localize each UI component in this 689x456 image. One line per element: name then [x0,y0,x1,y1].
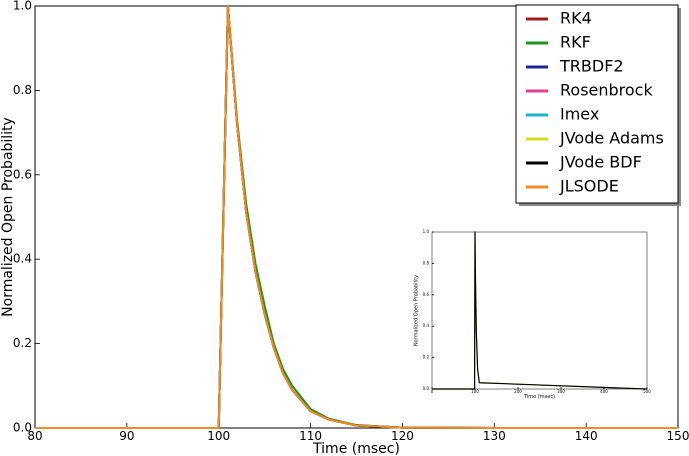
legend: RK4 RKF TRBDF2 Rosenbrock Imex JVode Adams JVo… [515,4,681,206]
x-axis-label: Time (msec) [523,394,555,400]
y-tick-label: 0.4 [423,323,430,328]
x-tick-label: 0 [431,389,434,394]
x-tick-label: 300 [557,389,565,394]
legend-label: JVode Adams [559,129,664,148]
y-tick-label: 0.6 [13,167,32,181]
y-axis-label: Normalized Open Probability [0,117,16,317]
legend-box [515,4,679,204]
y-tick-label: 0.2 [13,336,32,350]
x-tick-label: 140 [575,429,598,443]
y-tick-label: 1.0 [13,0,32,13]
legend-label: Rosenbrock [560,81,653,100]
x-tick-label: 500 [643,389,651,394]
x-tick-label: 130 [483,429,506,443]
legend-label: Imex [560,105,599,124]
y-tick-label: 0.2 [423,355,430,360]
legend-label: JLSODE [559,177,619,196]
series-line [432,231,648,390]
legend-label: RK4 [560,9,592,28]
x-tick-label: 100 [471,389,479,394]
x-axis-label: Time (msec) [312,441,400,456]
x-tick-label: 120 [391,429,414,443]
y-tick-label: 0.8 [13,83,32,97]
x-tick-label: 150 [667,429,689,443]
legend-label: RKF [560,33,591,52]
legend-label: JVode BDF [559,153,642,172]
y-tick-label: 0.4 [13,252,32,266]
y-tick-label: 1.0 [423,229,430,234]
y-tick-label: 0.0 [13,421,32,435]
x-tick-label: 400 [600,389,608,394]
plot-frame [431,231,648,390]
y-axis-label: Normalized Open Probability [414,275,420,346]
x-tick-label: 200 [514,389,522,394]
series-line [35,5,678,429]
x-tick-label: 100 [207,429,230,443]
x-tick-label: 90 [119,429,134,443]
y-tick-label: 0.0 [423,386,430,391]
x-tick-label: 80 [27,429,42,443]
x-tick-label: 110 [299,429,322,443]
y-tick-label: 0.6 [423,292,430,297]
legend-label: TRBDF2 [559,57,624,76]
y-tick-label: 0.8 [423,260,430,265]
